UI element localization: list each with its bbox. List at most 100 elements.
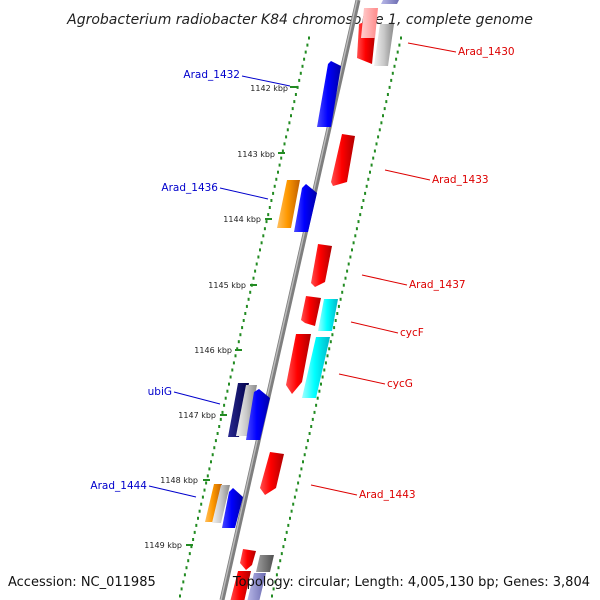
- tick-left-dot: [213, 446, 216, 450]
- gene-label-cycf[interactable]: cycF: [400, 327, 424, 339]
- tick-right-dot: [339, 297, 342, 301]
- tick-left-dot: [203, 488, 206, 492]
- gene-label-arad-1443[interactable]: Arad_1443: [359, 489, 416, 501]
- kbp-tick-1145: [250, 284, 257, 286]
- tick-track-right: [271, 36, 402, 598]
- gene-feature-arad-1432[interactable]: [317, 61, 341, 127]
- tick-left-dot: [200, 502, 203, 506]
- kbp-tick-1144: [265, 218, 272, 220]
- gene-label-ubig[interactable]: ubiG: [148, 386, 172, 398]
- tick-left-dot: [254, 269, 257, 273]
- tick-left-dot: [179, 594, 181, 598]
- gene-feature-1436-orange[interactable]: [277, 180, 300, 228]
- gene-feature-1444-gray[interactable]: [212, 485, 230, 523]
- tick-left-dot: [255, 262, 258, 266]
- tick-left-dot: [218, 425, 221, 428]
- tick-left-dot: [214, 439, 217, 443]
- tick-left-dot: [183, 573, 186, 577]
- tick-left-dot: [249, 290, 252, 294]
- gene-feature-arad-1444[interactable]: [222, 488, 243, 528]
- gene-feature-1430-gray[interactable]: [374, 24, 394, 66]
- tick-left-dot: [286, 128, 289, 132]
- tick-right-dot: [323, 368, 326, 372]
- gene-feature-arad-1433[interactable]: [331, 134, 355, 186]
- gene-feature-1430-pink[interactable]: [361, 8, 378, 38]
- gene-feature-red-long[interactable]: [286, 334, 311, 394]
- tick-right-dot: [321, 375, 324, 379]
- gene-label-arad-1444[interactable]: Arad_1444: [90, 480, 147, 492]
- tick-right-dot: [362, 199, 365, 202]
- gene-feature-bottom-red-small[interactable]: [240, 549, 256, 570]
- gene-feature-arad-1437[interactable]: [311, 244, 332, 287]
- tick-right-dot: [347, 262, 350, 266]
- gene-label-arad-1437[interactable]: Arad_1437: [409, 279, 466, 291]
- tick-left-dot: [219, 417, 222, 421]
- tick-right-dot: [285, 530, 288, 534]
- gene-feature-top-lavender[interactable]: [381, 0, 400, 4]
- label-leaders: [148, 42, 457, 498]
- gene-label-arad-1432[interactable]: Arad_1432: [183, 69, 240, 81]
- tick-right-dot: [315, 403, 318, 407]
- tick-left-dot: [262, 234, 265, 238]
- tick-left-dot: [228, 382, 230, 386]
- kbp-label-1144: 1144 kbp: [223, 215, 261, 224]
- tick-left-dot: [272, 191, 275, 195]
- tick-left-dot: [252, 276, 255, 280]
- tick-right-dot: [400, 36, 402, 40]
- tick-left-dot: [306, 43, 309, 47]
- tick-right-dot: [395, 57, 398, 61]
- tick-right-dot: [271, 594, 273, 598]
- tick-right-dot: [346, 269, 349, 273]
- tick-right-dot: [280, 552, 283, 556]
- tick-left-dot: [211, 453, 214, 457]
- tick-right-dot: [377, 135, 380, 139]
- tick-left-dot: [195, 523, 198, 527]
- tick-right-dot: [378, 128, 381, 132]
- tick-left-dot: [198, 509, 201, 513]
- gene-feature-arad-1436[interactable]: [294, 184, 317, 232]
- tick-left-dot: [185, 566, 188, 570]
- gene-label-arad-1436[interactable]: Arad_1436: [161, 182, 218, 194]
- tick-left-dot: [288, 121, 291, 125]
- tick-right-dot: [336, 312, 339, 315]
- tick-right-dot: [306, 439, 309, 443]
- gene-feature-red-small[interactable]: [301, 296, 321, 326]
- gene-feature-ubig[interactable]: [246, 389, 270, 440]
- gene-feature-1444-orange[interactable]: [205, 484, 222, 522]
- tick-right-dot: [351, 248, 353, 252]
- gene-label-arad-1433[interactable]: Arad_1433: [432, 174, 489, 186]
- tick-left-dot: [201, 495, 204, 499]
- tick-left-dot: [206, 474, 209, 478]
- tick-right-dot: [349, 255, 352, 259]
- tick-right-dot: [275, 573, 278, 577]
- gene-feature-cycf[interactable]: [318, 299, 338, 331]
- gene-feature-bottom-dgray[interactable]: [256, 555, 274, 572]
- gene-label-cycg[interactable]: cycG: [387, 378, 413, 390]
- tick-left-dot: [260, 241, 263, 245]
- gene-feature-arad-1443[interactable]: [260, 452, 284, 495]
- tick-left-dot: [298, 78, 301, 82]
- gene-feature-ubig-gray[interactable]: [236, 385, 257, 436]
- kbp-label-1148: 1148 kbp: [160, 476, 198, 485]
- tick-left-dot: [237, 340, 240, 344]
- tick-right-dot: [333, 326, 336, 330]
- leader-arad-1444: [148, 485, 197, 498]
- gene-feature-bottom-red-long[interactable]: [230, 571, 251, 600]
- tick-right-dot: [359, 213, 362, 217]
- gene-label-arad-1430[interactable]: Arad_1430: [458, 46, 515, 58]
- tick-left-dot: [308, 36, 310, 40]
- gene-feature-bottom-lavender[interactable]: [247, 573, 266, 600]
- tick-left-dot: [299, 71, 302, 75]
- tick-left-dot: [187, 559, 190, 563]
- tick-right-dot: [355, 227, 358, 231]
- tick-right-dot: [383, 107, 386, 111]
- gene-feature-cycg[interactable]: [302, 337, 330, 398]
- tick-left-dot: [263, 227, 266, 231]
- tick-right-dot: [303, 453, 306, 457]
- tick-left-dot: [208, 467, 211, 471]
- tick-right-dot: [354, 234, 357, 238]
- tick-left-dot: [205, 481, 208, 485]
- tick-left-dot: [197, 516, 199, 520]
- tick-right-dot: [290, 509, 293, 513]
- tick-right-dot: [367, 177, 370, 181]
